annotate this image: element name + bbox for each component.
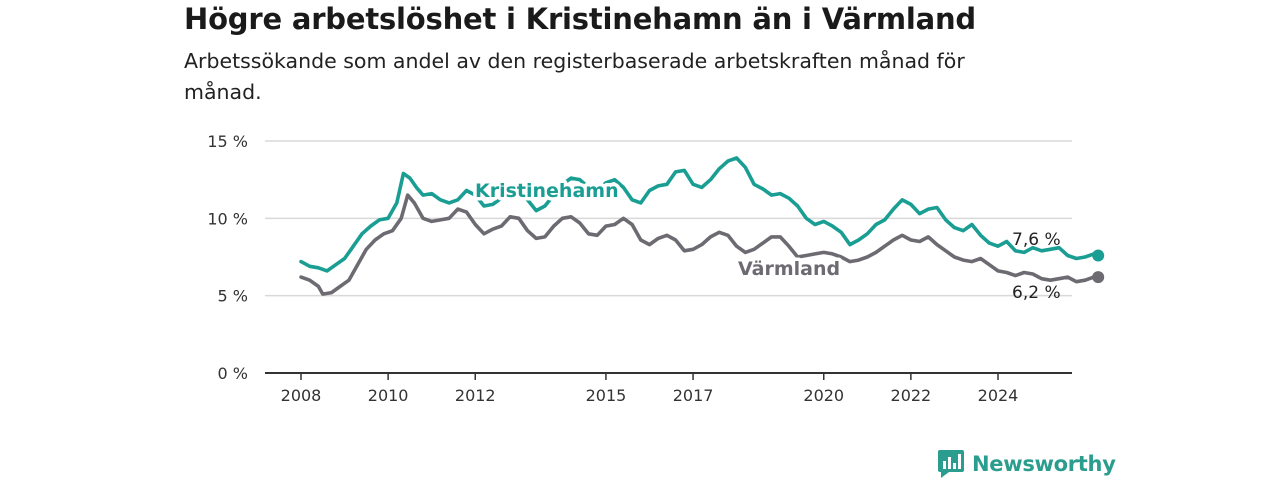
- y-tick-label: 0 %: [218, 364, 248, 383]
- x-tick-label: 2022: [891, 386, 932, 405]
- y-tick-label: 10 %: [207, 209, 248, 228]
- end-marker-kristinehamn: [1092, 249, 1105, 262]
- x-tick-label: 2017: [673, 386, 714, 405]
- chart-subtitle: Arbetssökande som andel av den registerb…: [184, 49, 965, 104]
- brand-name: Newsworthy: [972, 452, 1116, 476]
- x-tick-label: 2024: [978, 386, 1019, 405]
- chart-title: Högre arbetslöshet i Kristinehamn än i V…: [184, 2, 976, 36]
- series-labels: Kristinehamn Värmland 7,6 % 6,2 %: [472, 177, 1061, 304]
- series-line-kristinehamn: [299, 156, 1100, 273]
- series-lines: [299, 156, 1105, 296]
- series-label-kristinehamn: Kristinehamn: [475, 180, 619, 202]
- y-tick-label: 5 %: [218, 287, 248, 306]
- end-label-kristinehamn: 7,6 %: [1012, 230, 1061, 250]
- x-tick-label: 2010: [368, 386, 409, 405]
- y-tick-label: 15 %: [207, 132, 248, 151]
- newsworthy-logo: Newsworthy: [937, 449, 1116, 479]
- series-line-varmland: [299, 193, 1100, 296]
- x-tick-label: 2008: [281, 386, 322, 405]
- newsworthy-icon: [938, 450, 964, 478]
- x-tick-label: 2012: [455, 386, 496, 405]
- x-tick-label: 2020: [803, 386, 844, 405]
- x-tick-label: 2015: [586, 386, 627, 405]
- end-label-varmland: 6,2 %: [1012, 283, 1061, 303]
- axes: 0 % 5 % 10 % 15 % 2008 2010 2012 2015 2017 2020 20…: [207, 132, 1072, 405]
- series-label-varmland: Värmland: [738, 258, 840, 280]
- end-marker-varmland: [1092, 271, 1105, 284]
